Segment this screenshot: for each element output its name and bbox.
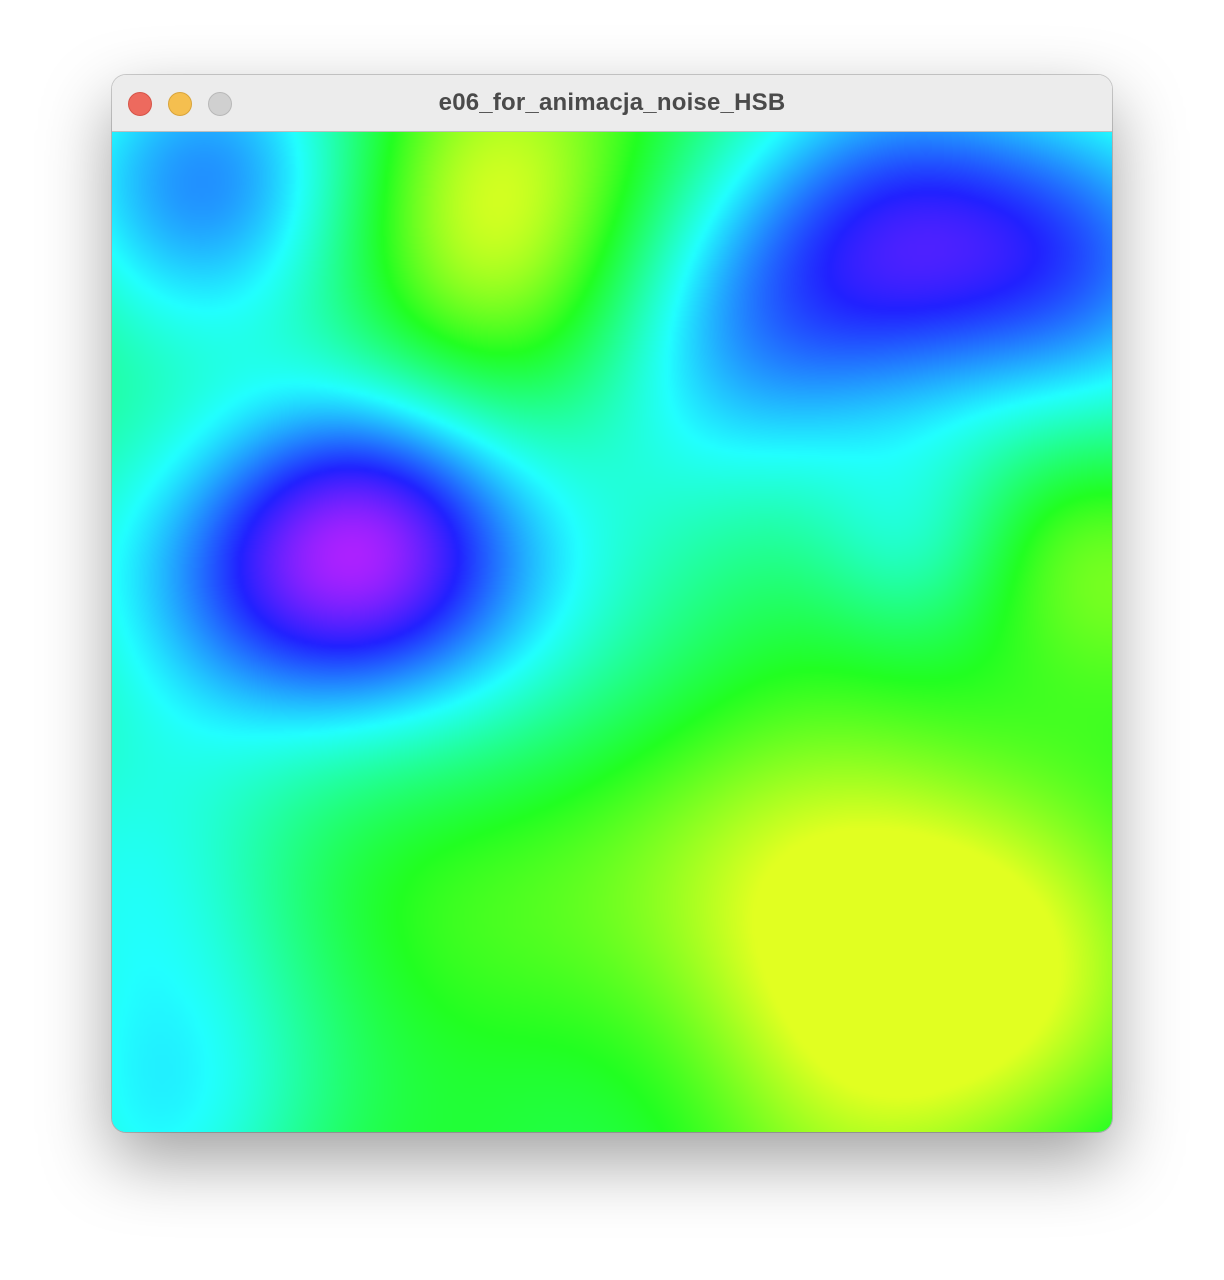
window-title: e06_for_animacja_noise_HSB xyxy=(112,89,1112,117)
sketch-area[interactable] xyxy=(112,132,1112,1132)
noise-hsb-canvas[interactable] xyxy=(112,132,1112,1132)
title-bar[interactable]: e06_for_animacja_noise_HSB xyxy=(112,75,1112,132)
app-window: e06_for_animacja_noise_HSB xyxy=(112,75,1112,1132)
